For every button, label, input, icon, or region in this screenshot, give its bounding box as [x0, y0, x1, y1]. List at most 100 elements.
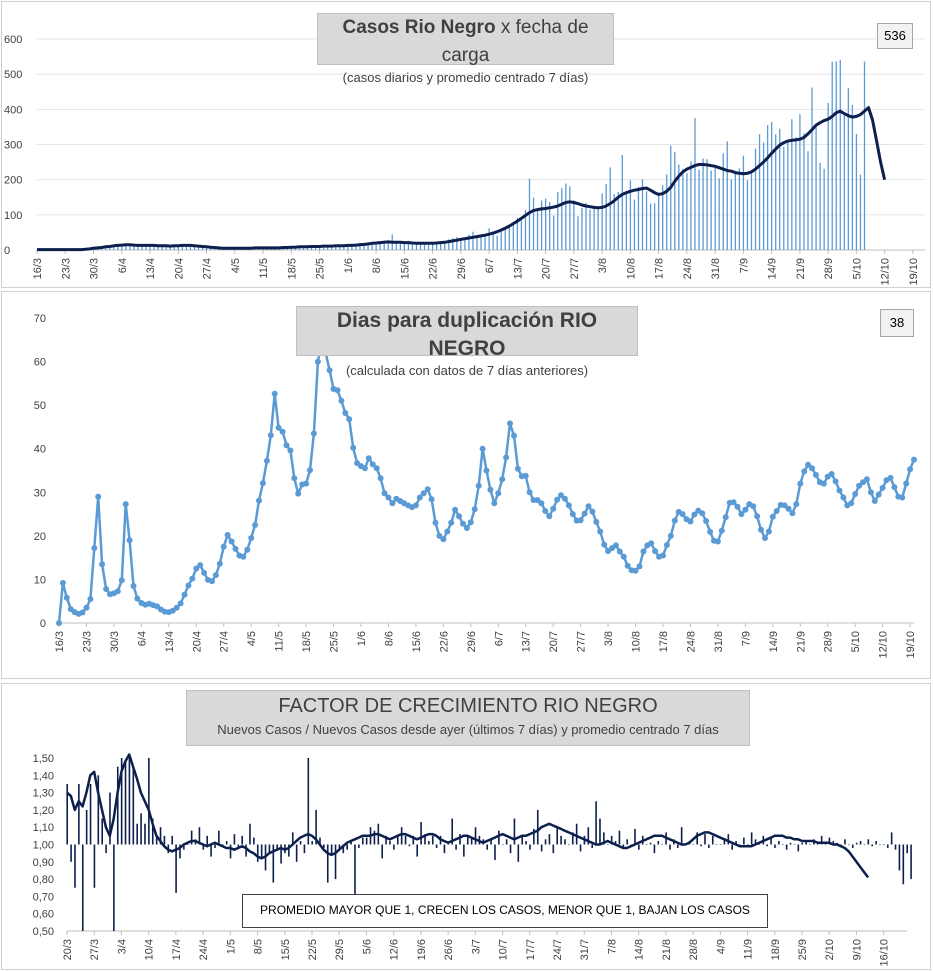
data-point [703, 518, 710, 524]
bar [606, 844, 609, 845]
bar [649, 842, 652, 845]
bar [704, 834, 706, 845]
data-point [581, 510, 588, 517]
data-point [122, 501, 129, 508]
bar [373, 830, 376, 845]
x-tick-label: 1/5 [225, 939, 237, 954]
data-point [244, 546, 251, 553]
bar [819, 162, 821, 250]
bar [268, 844, 271, 854]
x-tick-label: 15/6 [399, 258, 411, 279]
bar [597, 208, 599, 250]
bar [201, 246, 204, 250]
data-point [495, 490, 502, 497]
bar [863, 844, 866, 845]
x-tick-label: 13/4 [164, 631, 176, 652]
x-tick-label: 21/8 [661, 939, 673, 960]
bar [365, 837, 368, 845]
bar [498, 830, 500, 845]
bar [738, 168, 741, 250]
bar [657, 841, 660, 845]
bar [128, 758, 131, 845]
bar [589, 209, 591, 250]
bar [593, 206, 595, 250]
bar [468, 234, 470, 250]
bar [670, 145, 672, 250]
data-point [452, 506, 459, 513]
bar [735, 841, 737, 845]
bar [595, 801, 597, 845]
x-tick-label: 31/8 [710, 258, 722, 279]
bar [155, 835, 158, 845]
bar [132, 766, 135, 845]
data-point [326, 367, 333, 374]
bar [456, 236, 458, 250]
bar [573, 200, 575, 250]
bar [781, 844, 784, 845]
bar [879, 844, 881, 845]
bar [824, 844, 827, 845]
data-point [228, 538, 235, 545]
bar [649, 203, 652, 250]
bar [78, 783, 80, 845]
data-point [303, 480, 310, 487]
x-tick-label: 6/4 [117, 258, 129, 273]
bar [653, 844, 656, 854]
bar [197, 246, 200, 250]
bar [113, 245, 115, 250]
data-point [707, 528, 714, 535]
data-point [232, 545, 239, 552]
bar [363, 243, 365, 250]
bar [571, 832, 574, 845]
data-point [809, 465, 815, 472]
bar [726, 141, 728, 250]
bar [557, 191, 559, 250]
bar [832, 841, 835, 845]
bar [658, 194, 660, 250]
bar [165, 246, 167, 250]
x-tick-label: 21/9 [795, 631, 807, 652]
bar [367, 242, 369, 250]
bar [214, 844, 216, 848]
doubling-chart-panel: 0 10 20 30 40 50 60 70 16/3 23/3 30/3 6/4 13/4 20/4 27… [1, 291, 931, 679]
x-tick-label: 10/8 [631, 631, 643, 652]
data-point [738, 511, 745, 518]
bar [549, 202, 551, 250]
series-line [37, 106, 887, 252]
x-tick-label: 8/6 [371, 258, 383, 273]
data-point [648, 540, 655, 547]
x-tick-label: 19/10 [905, 631, 917, 659]
cases-chart-title-box: Casos Rio Negro x fecha de carga (casos … [317, 13, 614, 85]
data-point [310, 430, 317, 437]
bar [529, 844, 531, 850]
data-point [632, 567, 639, 574]
bar [436, 241, 438, 250]
bar [129, 244, 131, 250]
bar [443, 844, 446, 854]
bar [253, 837, 255, 845]
bar [448, 239, 450, 250]
x-tick-label: 24/4 [198, 939, 210, 960]
bar [288, 844, 290, 857]
bar [331, 246, 333, 250]
bar [322, 246, 325, 250]
bar [621, 155, 623, 250]
bar [116, 766, 119, 845]
doubling-chart: 0 10 20 30 40 50 60 70 16/3 23/3 30/3 6/4 13/4 20/4 27… [34, 313, 917, 659]
bar [809, 844, 811, 845]
bar [229, 844, 232, 859]
x-tick-label: 15/5 [280, 939, 292, 960]
data-point [565, 502, 572, 509]
data-point [224, 532, 231, 538]
bar [803, 133, 805, 250]
bar [536, 809, 539, 845]
bar [464, 237, 466, 250]
data-point [436, 532, 443, 539]
bar [520, 218, 523, 250]
bar [863, 61, 866, 250]
x-tick-label: 20/7 [548, 631, 560, 652]
data-point [338, 397, 345, 404]
data-point [342, 410, 349, 416]
cases-chart-title-rest: x fecha de carga [441, 17, 589, 66]
bar [746, 180, 749, 250]
